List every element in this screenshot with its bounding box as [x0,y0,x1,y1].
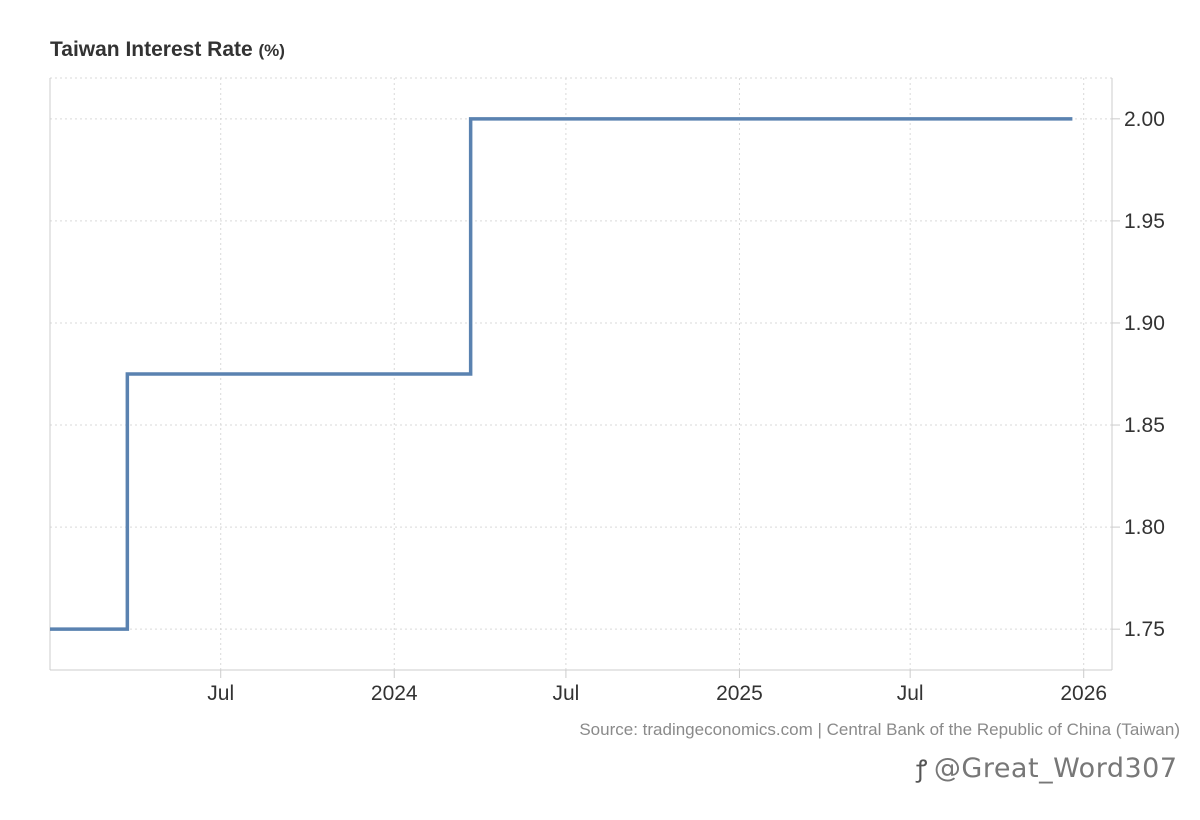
y-axis-ticks: 1.75 1.80 1.85 1.90 1.95 2.00 [1112,108,1165,641]
y-tick-label: 1.75 [1124,618,1165,641]
chart-title-text: Taiwan Interest Rate [50,38,253,61]
zhihu-logo-icon: ꝭ [916,755,928,783]
x-tick-label: Jul [552,682,579,705]
y-tick-label: 1.80 [1124,516,1165,539]
watermark: ꝭ @Great_Word307 [916,752,1178,785]
chart-axes [49,78,1113,671]
source-note: Source: tradingeconomics.com | Central B… [579,720,1180,739]
x-tick-label: 2024 [371,682,418,705]
chart-title: Taiwan Interest Rate (%) [50,38,285,62]
x-tick-label: 2025 [716,682,763,705]
x-tick-label: 2026 [1060,682,1107,705]
y-tick-label: 2.00 [1124,108,1165,131]
watermark-text: @Great_Word307 [933,753,1178,784]
y-tick-label: 1.85 [1124,414,1165,437]
series-line-interest-rate [50,117,1073,631]
series-group [50,117,1073,631]
x-tick-label: Jul [207,682,234,705]
y-tick-label: 1.90 [1124,312,1165,335]
y-tick-label: 1.95 [1124,210,1165,233]
chart-title-unit: (%) [258,41,285,60]
x-axis-ticks: Jul 2024 Jul 2025 Jul 2026 [207,670,1107,705]
x-tick-label: Jul [897,682,924,705]
